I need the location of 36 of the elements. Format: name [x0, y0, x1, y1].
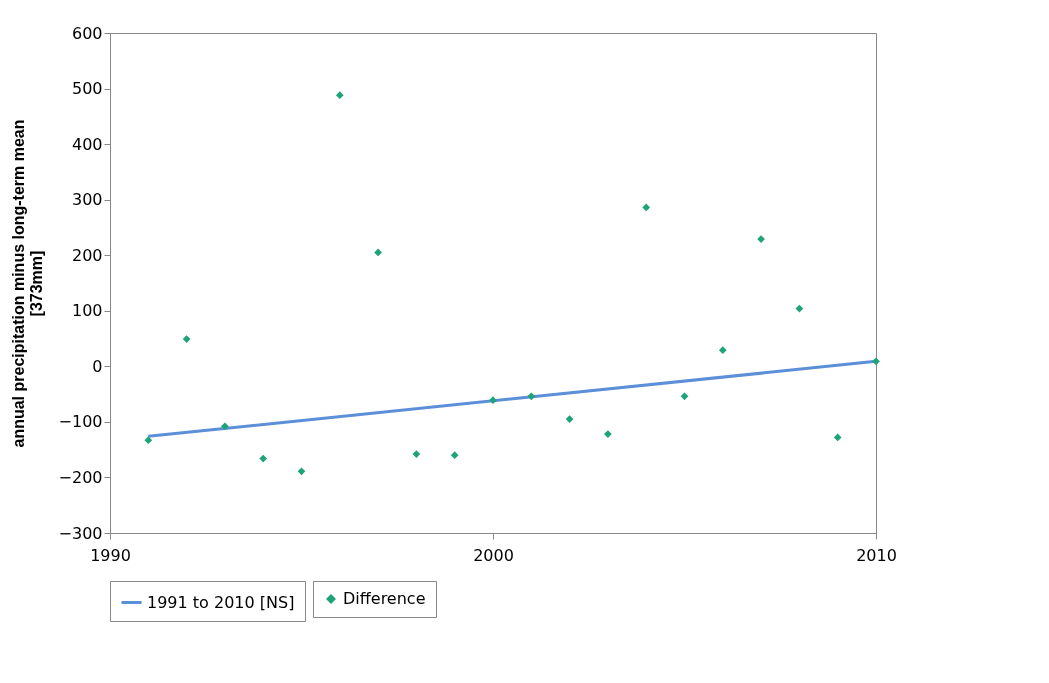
point	[872, 357, 880, 366]
y-tick-label: 600	[71, 23, 103, 43]
point	[259, 454, 268, 463]
point	[335, 91, 344, 100]
point	[718, 346, 727, 355]
y-tick-label: −200	[58, 467, 103, 487]
point	[757, 235, 765, 243]
point	[182, 335, 191, 343]
point	[642, 203, 651, 212]
point	[527, 392, 536, 401]
y-tick-label: −100	[58, 412, 103, 432]
point	[489, 396, 497, 405]
point	[412, 450, 421, 458]
y-tick-label: 300	[71, 190, 103, 210]
legend-label: 1991 to 2010 [NS]	[147, 592, 295, 612]
legend-label: Difference	[343, 589, 426, 608]
point	[833, 433, 842, 442]
x-tick-label: 2010	[856, 545, 897, 565]
x-tick-label: 1990	[90, 545, 131, 565]
point	[144, 436, 153, 445]
point	[565, 415, 574, 423]
point	[604, 430, 612, 438]
y-tick-label: 100	[71, 301, 103, 321]
point	[221, 422, 229, 431]
y-tick-label: 500	[71, 79, 103, 99]
y-tick-label: −300	[58, 523, 103, 543]
y-tick-label: 0	[92, 356, 103, 376]
point	[795, 304, 804, 313]
point	[450, 451, 459, 460]
point	[297, 467, 306, 476]
point	[680, 392, 689, 401]
x-tick-label: 2000	[473, 545, 514, 565]
y-tick-label: 400	[71, 134, 103, 154]
point	[374, 248, 382, 257]
y-tick-label: 200	[71, 245, 103, 265]
y-axis-title: annual precipitation minus long-term mean [373mm]	[9, 119, 45, 448]
